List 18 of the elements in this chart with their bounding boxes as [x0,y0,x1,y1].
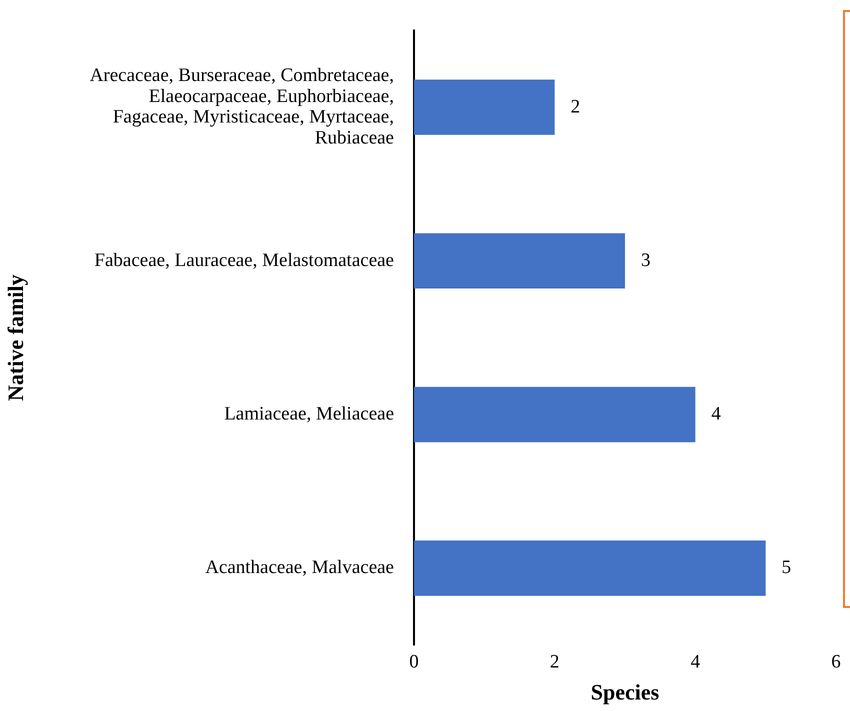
y-tick-label: Lamiaceae, Meliaceae [224,404,394,425]
bar [414,233,625,289]
x-tick-label: 2 [550,651,560,672]
x-tick-label: 0 [409,651,419,672]
bar [414,540,766,596]
y-tick-label: Arecaceae, Burseraceae, Combretaceae, Elaeocarpaceae, Euphorbiaceae, Fagaceae, Myristicaceae, Myrtaceae, Rubiaceae [90,64,394,149]
bar [414,386,696,442]
x-axis-title: Species [590,679,660,704]
x-tick-label: 6 [831,651,841,672]
y-tick-label: Acanthaceae, Malvaceae [205,557,394,578]
data-label: 2 [570,96,580,118]
data-label: 4 [711,404,722,425]
data-label: 5 [782,557,792,578]
bar [414,80,555,135]
y-tick-label: Fabaceae, Lauraceae, Melastomataceae [94,250,394,271]
data-label: 3 [641,250,650,271]
x-tick-label: 4 [690,651,701,672]
y-axis-title: Native family [2,274,28,401]
